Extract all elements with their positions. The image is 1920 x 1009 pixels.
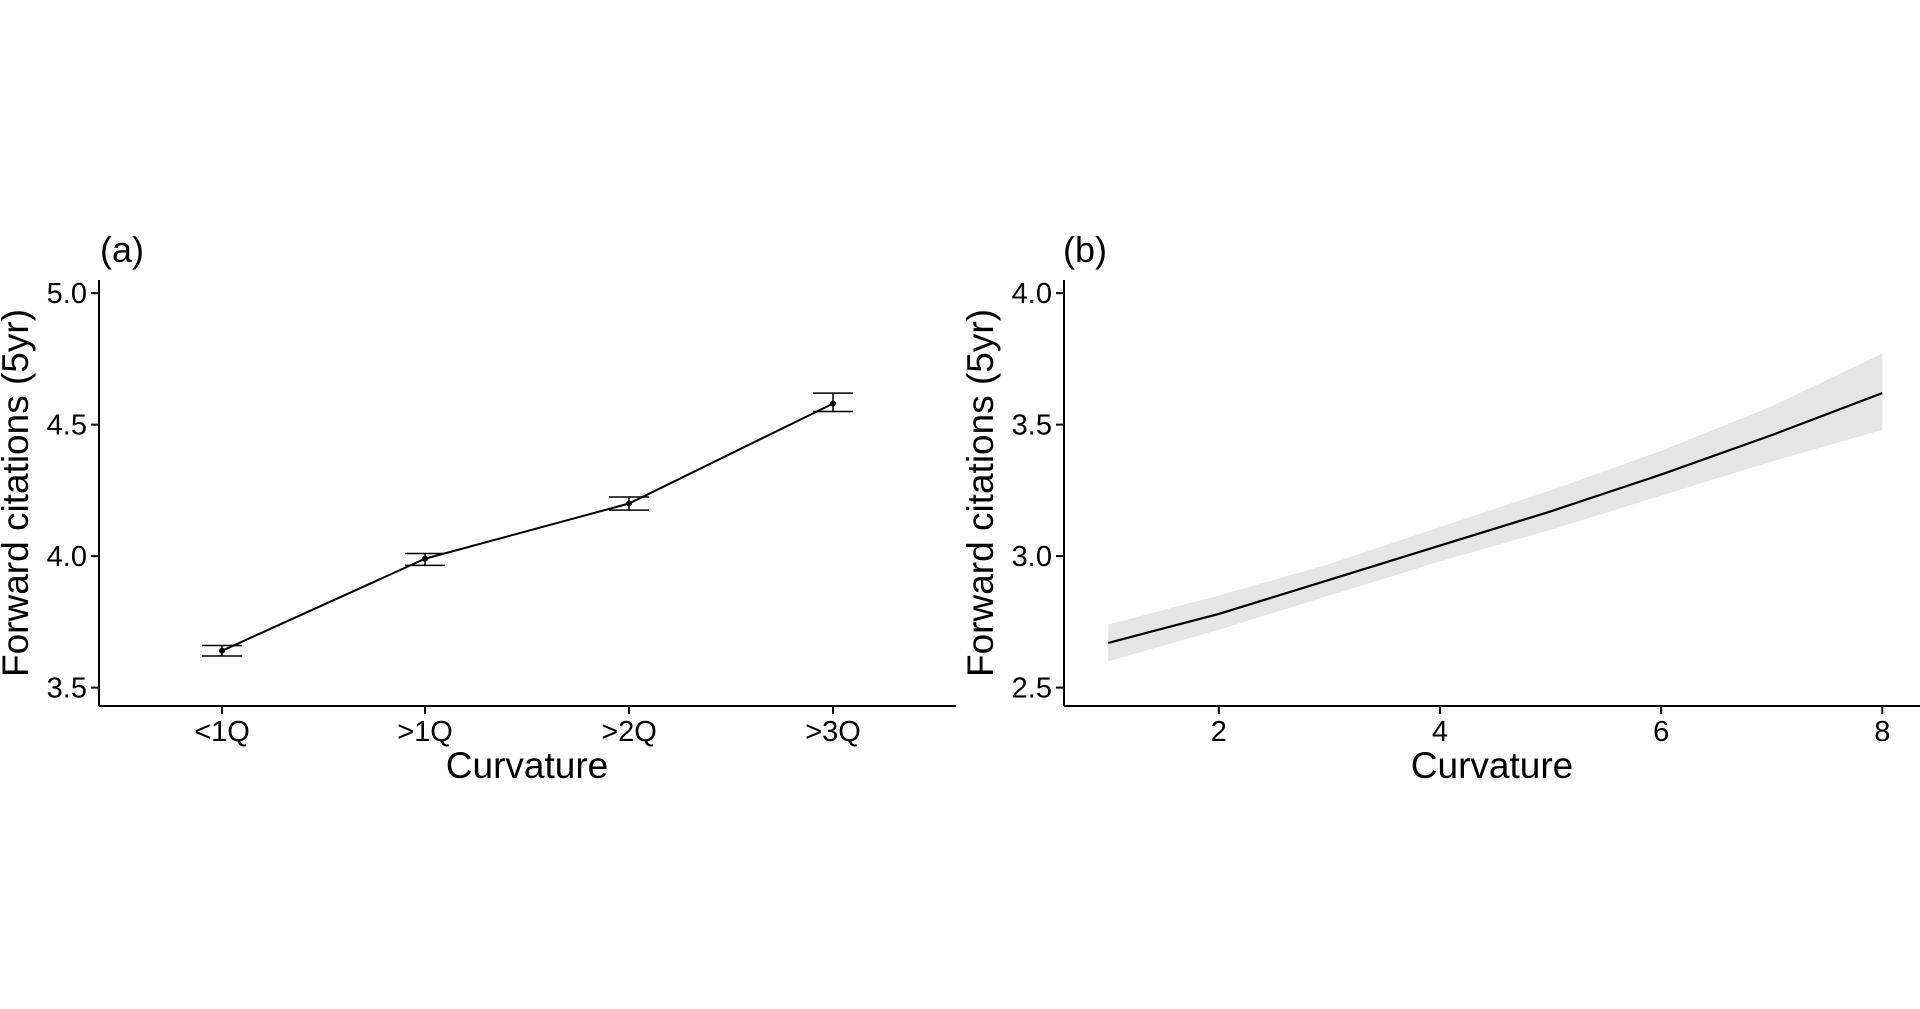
panel-a-y-tick-label: 3.5 <box>47 673 87 705</box>
panel-b-x-tick-label: 6 <box>1653 716 1669 748</box>
panel-a-y-tick-label: 5.0 <box>47 278 87 310</box>
panel-b-confidence-band <box>1108 353 1883 662</box>
panel-b-y-axis-title: Forward citations (5yr) <box>960 309 1001 677</box>
panel-b-y-tick-label: 4.0 <box>1012 278 1052 310</box>
panel-a-y-ticks: 3.5 4.0 4.5 5.0 <box>47 278 99 705</box>
panel-b-x-tick-label: 4 <box>1432 716 1448 748</box>
panel-a-series-line <box>221 402 834 652</box>
panel-a-x-ticks: <1Q >1Q >2Q >3Q <box>194 706 861 748</box>
panel-a-point <box>626 500 632 507</box>
panel-b-y-tick-label: 2.5 <box>1012 673 1052 705</box>
panel-b-y-tick-label: 3.5 <box>1012 410 1052 442</box>
panel-b-x-tick-label: 2 <box>1211 716 1227 748</box>
panel-b-chart: (b) 2.5 3.0 3.5 4.0 2 4 6 8 Curvature Forward … <box>960 229 1920 786</box>
panel-b-marks <box>1107 392 1883 644</box>
panel-a-x-axis-title: Curvature <box>446 745 608 786</box>
panel-a-chart: (a) 3.54.04.55.0 <1Q >1Q >2Q >3Q Curvature … <box>0 229 956 786</box>
panel-a-x-tick-label: >2Q <box>601 716 657 748</box>
panel-a-x-tick-label: >1Q <box>397 716 453 748</box>
panel-a-y-tick-label: 4.5 <box>47 410 87 442</box>
panel-b-label: (b) <box>1063 229 1107 270</box>
panel-a-point <box>830 400 836 407</box>
panel-b-y-tick-label: 3.0 <box>1012 541 1052 573</box>
panel-b-x-tick-label: 8 <box>1874 716 1890 748</box>
panel-b-series-line <box>1107 392 1883 644</box>
panel-a-point <box>422 555 428 562</box>
panel-b-y-ticks: 2.5 3.0 3.5 4.0 <box>1012 278 1064 705</box>
panel-a-y-axis-title: Forward citations (5yr) <box>0 309 36 677</box>
panel-a-label: (a) <box>100 229 144 270</box>
panel-a-x-tick-label: <1Q <box>194 716 250 748</box>
panel-a-y-tick-label: 4.0 <box>47 541 87 573</box>
panel-a-point <box>219 647 225 654</box>
panel-b-x-ticks: 2 4 6 8 <box>1211 706 1890 748</box>
panel-b-band-group <box>1108 353 1883 662</box>
panel-b-x-axis-title: Curvature <box>1411 745 1573 786</box>
panel-a-marks <box>202 392 853 657</box>
panel-a-x-tick-label: >3Q <box>805 716 861 748</box>
